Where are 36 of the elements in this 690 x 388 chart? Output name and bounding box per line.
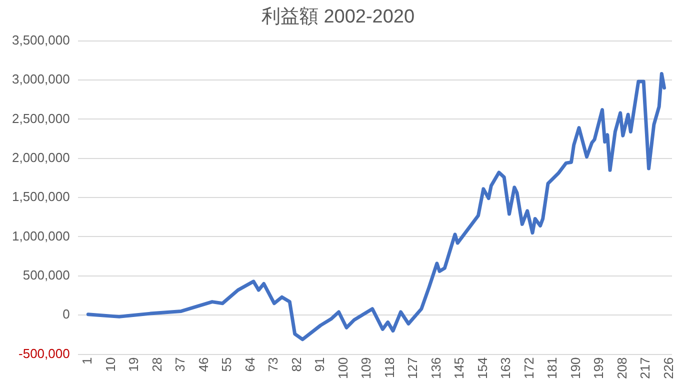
x-tick-label: 109 — [358, 357, 374, 380]
x-tick-label: 190 — [568, 357, 583, 380]
x-tick-label: 73 — [266, 357, 281, 372]
x-tick-label: 10 — [102, 357, 118, 372]
x-tick-label: 226 — [660, 357, 676, 380]
x-tick-label: 127 — [405, 357, 420, 380]
y-tick-label: 0 — [62, 306, 70, 322]
y-tick-label: 2,000,000 — [12, 150, 70, 165]
x-tick-label: 118 — [382, 357, 397, 378]
x-tick-label: 199 — [591, 357, 606, 380]
x-tick-label: 91 — [312, 357, 328, 372]
x-tick-label: 82 — [288, 357, 304, 372]
chart-title: 利益額 2002-2020 — [261, 6, 415, 28]
x-tick-label: 181 — [544, 357, 560, 380]
x-tick-label: 100 — [335, 357, 350, 380]
x-tick-label: 55 — [219, 357, 234, 372]
x-tick-label: 163 — [498, 357, 514, 380]
x-tick-label: 19 — [126, 357, 142, 372]
y-tick-label: 1,500,000 — [12, 189, 70, 204]
y-tick-label: -500,000 — [18, 346, 70, 361]
x-tick-label: 64 — [242, 357, 258, 372]
x-tick-label: 217 — [638, 357, 653, 380]
x-tick-label: 1 — [80, 357, 95, 365]
y-tick-label: 3,500,000 — [12, 32, 70, 48]
x-tick-label: 46 — [196, 357, 211, 372]
x-tick-label: 208 — [614, 357, 630, 380]
x-tick-label: 154 — [474, 357, 490, 380]
x-tick-label: 37 — [172, 357, 188, 372]
x-tick-label: 145 — [452, 357, 467, 380]
x-tick-label: 28 — [149, 357, 164, 372]
x-tick-label: 136 — [428, 357, 444, 380]
y-tick-label: 2,500,000 — [12, 110, 70, 126]
y-tick-label: 3,000,000 — [12, 72, 70, 87]
x-tick-label: 172 — [521, 357, 536, 380]
y-tick-label: 500,000 — [22, 268, 70, 283]
y-tick-label: 1,000,000 — [12, 228, 70, 244]
